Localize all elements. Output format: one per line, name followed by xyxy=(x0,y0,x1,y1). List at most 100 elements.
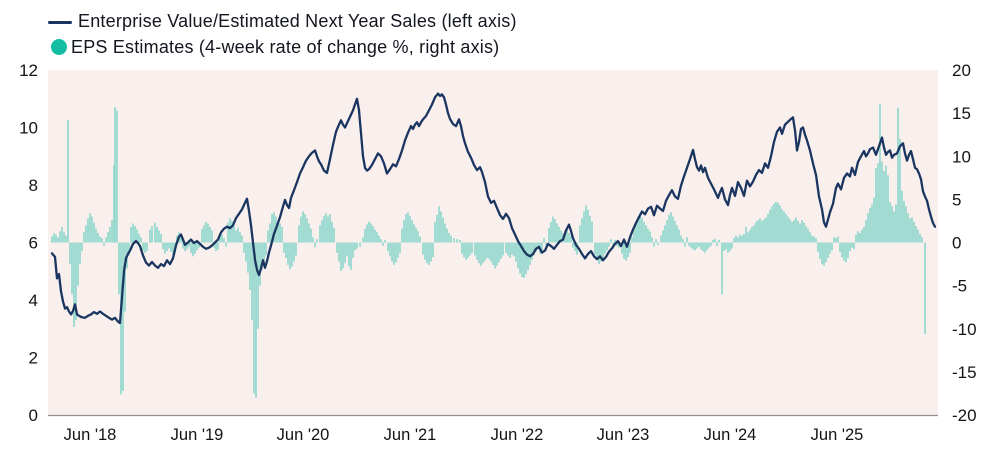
eps-bar xyxy=(523,242,525,278)
eps-bar xyxy=(287,242,289,265)
eps-bar xyxy=(61,227,63,243)
eps-bar xyxy=(921,237,923,243)
eps-bar xyxy=(434,221,436,243)
eps-bar xyxy=(85,225,87,243)
eps-bar xyxy=(374,229,376,243)
eps-bar xyxy=(909,218,911,243)
eps-bar xyxy=(378,235,380,243)
eps-bar xyxy=(190,242,192,253)
left-axis-tick-label: 4 xyxy=(29,291,38,310)
eps-bar xyxy=(91,216,93,243)
eps-bar xyxy=(721,242,723,295)
eps-bar xyxy=(815,238,817,243)
eps-bar xyxy=(608,242,610,247)
eps-bar xyxy=(787,216,789,243)
eps-bar xyxy=(411,220,413,243)
eps-bar xyxy=(594,242,596,255)
eps-bar xyxy=(342,242,344,269)
eps-bar xyxy=(623,242,625,259)
eps-bar xyxy=(753,225,755,243)
eps-bar xyxy=(631,237,633,243)
eps-bar xyxy=(417,231,419,243)
eps-bar xyxy=(535,242,537,252)
eps-bar xyxy=(277,220,279,243)
eps-bar xyxy=(827,242,829,258)
eps-bar xyxy=(51,236,53,243)
eps-bar xyxy=(769,209,771,243)
eps-bar xyxy=(346,242,348,257)
eps-bar xyxy=(883,170,885,243)
eps-bar xyxy=(616,242,618,246)
eps-bar xyxy=(694,242,696,251)
eps-bar xyxy=(316,239,318,243)
eps-bar xyxy=(158,230,160,243)
eps-bar xyxy=(688,242,690,246)
x-axis-tick-label: Jun '22 xyxy=(491,426,544,444)
eps-bar xyxy=(149,229,151,243)
eps-bar xyxy=(843,242,845,261)
eps-bar xyxy=(306,218,308,243)
x-axis-tick-label: Jun '23 xyxy=(597,426,650,444)
eps-bar xyxy=(552,216,554,243)
eps-bar xyxy=(113,164,115,243)
eps-bar xyxy=(618,242,620,248)
eps-bar xyxy=(692,242,694,250)
eps-bar xyxy=(621,242,623,254)
left-axis-tick-label: 6 xyxy=(29,234,38,253)
eps-bar xyxy=(430,242,432,262)
eps-bar xyxy=(835,238,837,243)
eps-bar xyxy=(507,242,509,256)
eps-bar xyxy=(885,165,887,243)
eps-bar xyxy=(215,242,217,252)
eps-bar xyxy=(625,242,627,261)
eps-bar xyxy=(128,242,130,256)
eps-bar xyxy=(500,242,502,259)
eps-bar xyxy=(841,242,843,258)
eps-bar xyxy=(543,238,545,243)
eps-bar xyxy=(188,242,190,247)
eps-bar xyxy=(364,228,366,243)
eps-bar xyxy=(684,242,686,247)
eps-bar xyxy=(81,242,83,252)
eps-bar xyxy=(308,223,310,243)
eps-bar xyxy=(863,227,865,243)
eps-bar xyxy=(348,242,350,267)
eps-bar xyxy=(531,242,533,260)
eps-bar xyxy=(859,233,861,243)
eps-bar xyxy=(395,242,397,263)
eps-bar xyxy=(77,242,79,286)
eps-bar xyxy=(572,242,574,248)
eps-bar xyxy=(917,229,919,243)
eps-bar xyxy=(327,216,329,243)
left-axis-tick-label: 2 xyxy=(29,349,38,368)
eps-bar xyxy=(205,221,207,243)
eps-bar xyxy=(821,242,823,265)
eps-bar xyxy=(474,242,476,256)
eps-bar xyxy=(469,242,471,256)
eps-bar xyxy=(771,206,773,243)
eps-bar xyxy=(261,242,263,271)
eps-bar xyxy=(807,228,809,243)
eps-bar xyxy=(279,223,281,243)
eps-bar xyxy=(399,242,401,253)
eps-bar xyxy=(237,227,239,243)
eps-bar xyxy=(465,242,467,260)
eps-bar xyxy=(629,242,631,253)
eps-bar xyxy=(550,221,552,243)
eps-bar xyxy=(450,235,452,243)
eps-bar xyxy=(219,237,221,243)
eps-bar xyxy=(221,234,223,243)
eps-bar xyxy=(124,242,126,312)
eps-bar xyxy=(101,238,103,243)
eps-bar xyxy=(67,120,69,243)
eps-bar xyxy=(566,229,568,243)
eps-bar xyxy=(749,229,751,243)
eps-bar xyxy=(767,214,769,243)
eps-bar xyxy=(735,235,737,243)
eps-bar xyxy=(265,242,267,256)
eps-bar xyxy=(653,242,655,247)
eps-bar xyxy=(103,242,105,246)
eps-bar xyxy=(598,242,600,265)
eps-bar xyxy=(556,223,558,243)
